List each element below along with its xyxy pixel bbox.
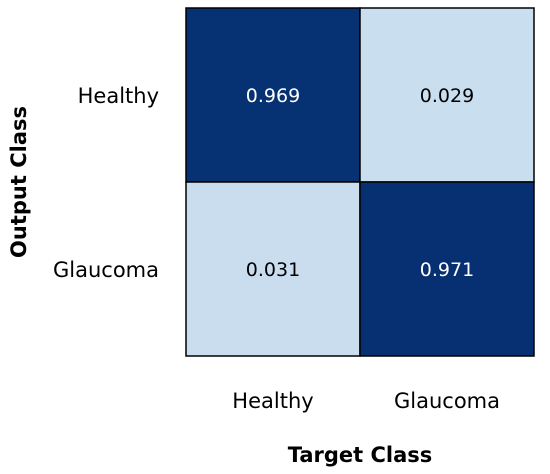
x-axis-title: Target Class bbox=[288, 443, 433, 467]
matrix-cell-0-0 bbox=[185, 7, 361, 183]
x-tick-labels: Healthy Glaucoma bbox=[232, 389, 500, 413]
cell-value-label-0-1: 0.029 bbox=[420, 85, 474, 107]
x-tick-label-0: Healthy bbox=[232, 389, 313, 413]
cell-value-label-1-1: 0.971 bbox=[420, 259, 474, 281]
y-tick-labels: Healthy Glaucoma bbox=[53, 84, 159, 282]
matrix-cells: 0.969 0.029 0.031 0.971 bbox=[185, 7, 535, 357]
cell-value-label-0-0: 0.969 bbox=[246, 85, 300, 107]
matrix-cell-1-0 bbox=[185, 181, 361, 357]
x-tick-label-1: Glaucoma bbox=[394, 389, 500, 413]
y-axis-title: Output Class bbox=[7, 106, 31, 258]
y-tick-label-1: Glaucoma bbox=[53, 258, 159, 282]
cell-value-label-1-0: 0.031 bbox=[246, 259, 300, 281]
matrix-cell-0-1 bbox=[359, 7, 535, 183]
y-tick-label-0: Healthy bbox=[78, 84, 159, 108]
matrix-cell-1-1 bbox=[359, 181, 535, 357]
